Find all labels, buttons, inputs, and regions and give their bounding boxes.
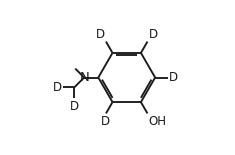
Text: D: D bbox=[53, 81, 62, 94]
Text: D: D bbox=[96, 28, 105, 41]
Text: OH: OH bbox=[148, 115, 166, 128]
Text: D: D bbox=[101, 115, 110, 128]
Text: D: D bbox=[169, 71, 178, 84]
Text: D: D bbox=[70, 100, 79, 113]
Text: N: N bbox=[79, 71, 89, 84]
Text: D: D bbox=[148, 28, 157, 41]
